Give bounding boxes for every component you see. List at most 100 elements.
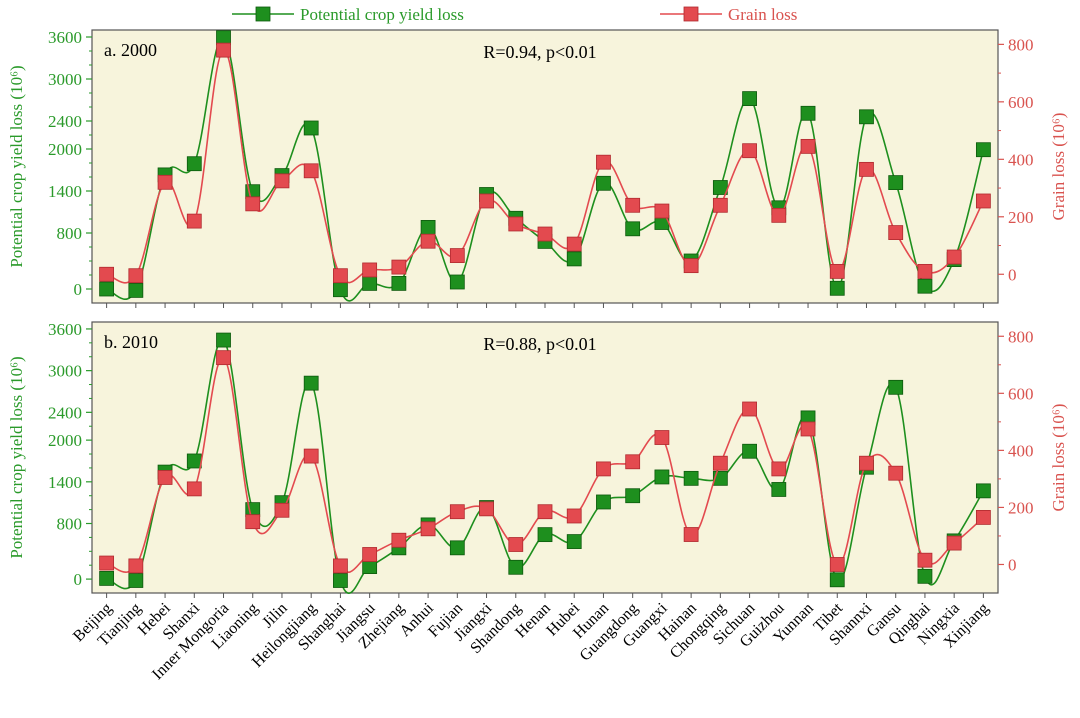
data-point <box>975 193 991 209</box>
data-point <box>888 225 904 240</box>
data-point <box>449 248 465 263</box>
data-point <box>391 532 407 548</box>
series-grain-loss <box>99 350 991 574</box>
data-point <box>946 249 962 265</box>
left-y-tick-label: 3000 <box>48 362 82 381</box>
data-point <box>917 263 933 279</box>
data-point <box>99 571 115 586</box>
data-point <box>859 109 874 125</box>
legend-series2-label: Grain loss <box>728 5 797 24</box>
right-y-axis: 0 200 400 600 800 Grain loss (10⁶) <box>998 327 1068 574</box>
right-y-tick-label: 400 <box>1008 150 1034 169</box>
data-point <box>946 535 962 551</box>
left-y-tick-label: 0 <box>74 570 83 589</box>
data-point <box>216 42 231 58</box>
data-point <box>829 572 845 588</box>
data-point <box>157 470 173 485</box>
right-y-axis: 0 200 400 600 800 Grain loss (10⁶) <box>998 35 1068 284</box>
data-point <box>333 558 348 574</box>
correlation-annotation: R=0.88, p<0.01 <box>483 334 596 354</box>
data-point <box>654 203 670 219</box>
data-point <box>362 262 378 278</box>
data-point <box>508 537 524 552</box>
legend-series1-marker <box>255 6 271 22</box>
right-y-tick-label: 600 <box>1008 384 1034 403</box>
panel-label: b. 2010 <box>104 332 158 352</box>
data-point <box>245 514 261 530</box>
data-point <box>186 481 202 497</box>
data-point <box>449 274 465 290</box>
legend-series2-marker <box>683 6 699 22</box>
right-y-tick-label: 200 <box>1008 208 1034 227</box>
left-y-axis: 0 800 1400 2000 2400 3000 3600 Potential crop y… <box>7 320 92 589</box>
data-point <box>654 430 670 445</box>
data-point <box>917 568 933 584</box>
data-point <box>800 105 816 121</box>
data-point <box>449 504 465 520</box>
data-point <box>303 375 319 391</box>
data-point <box>508 216 524 232</box>
left-y-axis-label: Potential crop yield loss (10⁶) <box>7 356 26 558</box>
right-y-tick-label: 200 <box>1008 498 1034 517</box>
data-point <box>303 120 319 136</box>
data-point <box>742 443 757 459</box>
data-point <box>566 251 582 267</box>
data-point <box>596 461 611 477</box>
data-point <box>274 173 290 189</box>
data-point <box>683 527 699 542</box>
data-point <box>596 494 611 510</box>
data-point <box>333 573 348 588</box>
data-point <box>333 282 348 298</box>
series-potential-crop-yield-loss <box>99 30 991 302</box>
data-point <box>274 502 290 518</box>
left-y-tick-label: 3000 <box>48 70 82 89</box>
data-point <box>742 143 757 159</box>
data-point <box>566 534 582 549</box>
data-point <box>625 221 641 237</box>
left-y-axis: 0 800 1400 2000 2400 3000 3600 Potential crop y… <box>7 28 92 299</box>
data-point <box>216 332 231 348</box>
data-point <box>829 280 845 296</box>
left-y-tick-label: 0 <box>74 280 83 299</box>
data-point <box>888 175 904 191</box>
data-point <box>596 154 611 170</box>
data-point <box>449 540 465 556</box>
right-y-tick-label: 600 <box>1008 93 1034 112</box>
data-point <box>508 559 524 575</box>
right-y-tick-label: 800 <box>1008 35 1034 54</box>
right-y-axis-label: Grain loss (10⁶) <box>1049 404 1068 512</box>
data-point <box>99 555 115 571</box>
correlation-annotation: R=0.94, p<0.01 <box>483 42 596 62</box>
data-point <box>128 558 144 574</box>
left-y-axis-label: Potential crop yield loss (10⁶) <box>7 65 26 267</box>
data-point <box>888 379 904 395</box>
data-point <box>917 278 933 294</box>
data-point <box>128 268 144 284</box>
data-point <box>99 281 115 297</box>
data-point <box>975 142 991 158</box>
data-point <box>391 259 407 275</box>
data-point <box>537 504 553 520</box>
data-point <box>859 161 874 177</box>
data-point <box>303 163 319 179</box>
data-point <box>216 30 231 46</box>
left-y-tick-label: 2400 <box>48 112 82 131</box>
data-point <box>829 557 845 572</box>
left-y-tick-label: 800 <box>57 224 83 243</box>
data-point <box>975 510 991 525</box>
data-point <box>186 453 202 469</box>
data-point <box>186 156 202 172</box>
data-point <box>303 448 319 464</box>
data-point <box>625 454 641 470</box>
data-point <box>566 236 582 252</box>
data-point <box>654 469 670 485</box>
data-point <box>157 174 173 190</box>
series-grain-loss <box>99 42 991 284</box>
right-y-tick-label: 0 <box>1008 265 1017 284</box>
data-point <box>245 196 261 212</box>
data-point <box>771 482 787 497</box>
left-y-tick-label: 2000 <box>48 431 82 450</box>
panel-label: a. 2000 <box>104 40 157 60</box>
